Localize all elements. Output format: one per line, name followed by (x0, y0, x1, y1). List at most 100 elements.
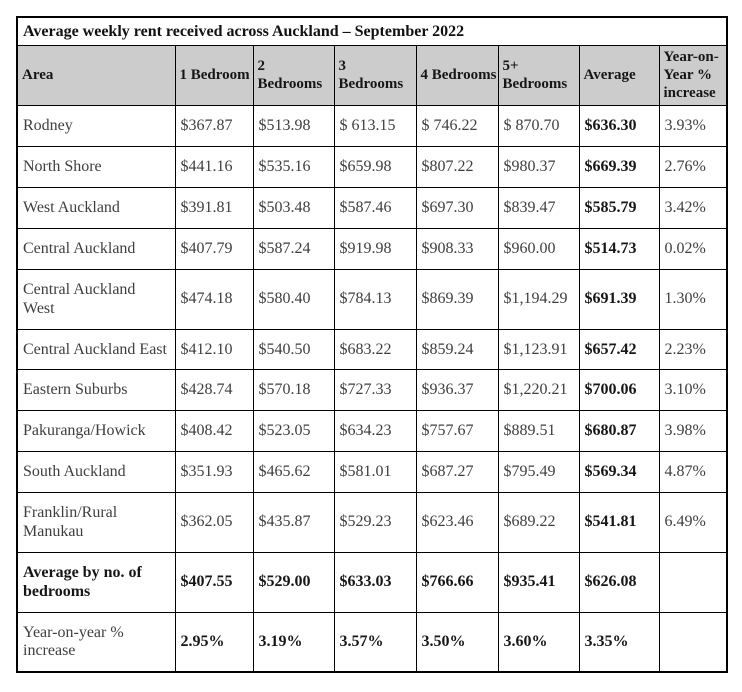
rent-2-bedrooms-cell: $435.87 (252, 492, 335, 553)
yoy-increase-cell: 3.42% (658, 187, 728, 229)
rent-3-bedrooms-cell: $ 613.15 (333, 105, 417, 148)
rent-5plus-bedrooms-cell: $935.41 (497, 551, 580, 613)
rent-3-bedrooms-cell: $784.13 (333, 268, 417, 330)
rent-2-bedrooms-cell: $465.62 (252, 451, 335, 493)
average-cell: $700.06 (578, 369, 660, 412)
yoy-increase-cell: 0.02% (658, 227, 728, 270)
area-cell: Franklin/Rural Manukau (16, 492, 176, 553)
average-cell: $569.34 (578, 451, 660, 493)
rent-2-bedrooms-cell: $535.16 (252, 146, 335, 188)
rent-2-bedrooms-cell: $540.50 (252, 328, 335, 371)
column-header-4-bedrooms: 4 Bedrooms (415, 45, 499, 107)
rent-3-bedrooms-cell: $587.46 (333, 187, 417, 229)
area-cell: North Shore (16, 146, 176, 188)
average-cell: $541.81 (578, 492, 660, 553)
area-cell: Pakuranga/Howick (16, 410, 176, 453)
table-row: Central Auckland $407.79 $587.24 $919.98… (16, 227, 728, 270)
rent-4-bedrooms-cell: $807.22 (415, 146, 499, 188)
rent-2-bedrooms-cell: $570.18 (252, 369, 335, 412)
column-header-1-bedroom: 1 Bedroom (174, 45, 254, 107)
rent-5plus-bedrooms-cell: $960.00 (497, 227, 580, 270)
rent-3-bedrooms-cell: $634.23 (333, 410, 417, 453)
column-header-5plus-bedrooms: 5+ Bedrooms (497, 45, 580, 107)
rent-3-bedrooms-cell: $581.01 (333, 451, 417, 493)
average-cell: $669.39 (578, 146, 660, 188)
rent-5plus-bedrooms-cell: $1,220.21 (497, 369, 580, 412)
table-row: West Auckland $391.81 $503.48 $587.46 $6… (16, 187, 728, 229)
table-title: Average weekly rent received across Auck… (16, 16, 728, 47)
yoy-increase-cell: 3.98% (658, 410, 728, 453)
yoy-increase-cell: 3.93% (658, 105, 728, 148)
rent-2-bedrooms-cell: $503.48 (252, 187, 335, 229)
average-cell: $585.79 (578, 187, 660, 229)
table-row: Eastern Suburbs $428.74 $570.18 $727.33 … (16, 369, 728, 412)
rent-2-bedrooms-cell: $580.40 (252, 268, 335, 330)
rent-1-bedroom-cell: $362.05 (174, 492, 254, 553)
rent-table: Average weekly rent received across Auck… (16, 16, 728, 674)
table-row: Pakuranga/Howick $408.42 $523.05 $634.23… (16, 410, 728, 453)
rent-5plus-bedrooms-cell: $689.22 (497, 492, 580, 553)
rent-1-bedroom-cell: $407.55 (174, 551, 254, 613)
rent-1-bedroom-cell: $474.18 (174, 268, 254, 330)
rent-1-bedroom-cell: $408.42 (174, 410, 254, 453)
area-cell: Eastern Suburbs (16, 369, 176, 412)
rent-1-bedroom-cell: $407.79 (174, 227, 254, 270)
table-row: Rodney $367.87 $513.98 $ 613.15 $ 746.22… (16, 105, 728, 148)
rent-4-bedrooms-cell: $859.24 (415, 328, 499, 371)
rent-4-bedrooms-cell: $869.39 (415, 268, 499, 330)
rent-3-bedrooms-cell: $633.03 (333, 551, 417, 613)
rent-1-bedroom-cell: $412.10 (174, 328, 254, 371)
yoy-increase-cell: 2.76% (658, 146, 728, 188)
table-row: Central Auckland West $474.18 $580.40 $7… (16, 268, 728, 330)
rent-5plus-bedrooms-cell: $889.51 (497, 410, 580, 453)
rent-5plus-bedrooms-cell: $795.49 (497, 451, 580, 493)
rent-1-bedroom-cell: $367.87 (174, 105, 254, 148)
yoy-increase-cell: 1.30% (658, 268, 728, 330)
table-row: Franklin/Rural Manukau $362.05 $435.87 $… (16, 492, 728, 553)
table-row: Year-on-year % increase 2.95% 3.19% 3.57… (16, 611, 728, 673)
area-cell: Year-on-year % increase (16, 611, 176, 673)
rent-3-bedrooms-cell: $727.33 (333, 369, 417, 412)
rent-5plus-bedrooms-cell: $980.37 (497, 146, 580, 188)
yoy-increase-cell: 3.10% (658, 369, 728, 412)
rent-3-bedrooms-cell: $529.23 (333, 492, 417, 553)
area-cell: Central Auckland (16, 227, 176, 270)
rent-2-bedrooms-cell: $529.00 (252, 551, 335, 613)
average-cell: $514.73 (578, 227, 660, 270)
rent-2-bedrooms-cell: $523.05 (252, 410, 335, 453)
rent-3-bedrooms-cell: 3.57% (333, 611, 417, 673)
rent-5plus-bedrooms-cell: $ 870.70 (497, 105, 580, 148)
rent-2-bedrooms-cell: 3.19% (252, 611, 335, 673)
average-cell: $636.30 (578, 105, 660, 148)
rent-4-bedrooms-cell: 3.50% (415, 611, 499, 673)
column-header-average: Average (578, 45, 660, 107)
rent-1-bedroom-cell: $428.74 (174, 369, 254, 412)
rent-5plus-bedrooms-cell: $839.47 (497, 187, 580, 229)
rent-4-bedrooms-cell: $687.27 (415, 451, 499, 493)
table-row: Central Auckland East $412.10 $540.50 $6… (16, 328, 728, 371)
rent-4-bedrooms-cell: $623.46 (415, 492, 499, 553)
rent-2-bedrooms-cell: $513.98 (252, 105, 335, 148)
table-row: Average by no. of bedrooms $407.55 $529.… (16, 551, 728, 613)
average-cell: $691.39 (578, 268, 660, 330)
rent-4-bedrooms-cell: $757.67 (415, 410, 499, 453)
rent-4-bedrooms-cell: $697.30 (415, 187, 499, 229)
yoy-increase-cell: 2.23% (658, 328, 728, 371)
table-header-row: Area 1 Bedroom 2 Bedrooms 3 Bedrooms 4 B… (16, 45, 728, 107)
yoy-increase-cell: 6.49% (658, 492, 728, 553)
table-body: Rodney $367.87 $513.98 $ 613.15 $ 746.22… (16, 105, 728, 673)
rent-3-bedrooms-cell: $683.22 (333, 328, 417, 371)
column-header-yoy-increase: Year-on- Year % increase (658, 45, 728, 107)
area-cell: Rodney (16, 105, 176, 148)
average-cell: $657.42 (578, 328, 660, 371)
rent-1-bedroom-cell: $391.81 (174, 187, 254, 229)
rent-3-bedrooms-cell: $919.98 (333, 227, 417, 270)
area-cell: Average by no. of bedrooms (16, 551, 176, 613)
column-header-3-bedrooms: 3 Bedrooms (333, 45, 417, 107)
table-row: South Auckland $351.93 $465.62 $581.01 $… (16, 451, 728, 493)
rent-4-bedrooms-cell: $908.33 (415, 227, 499, 270)
table-title-row: Average weekly rent received across Auck… (16, 16, 728, 47)
area-cell: Central Auckland East (16, 328, 176, 371)
rent-2-bedrooms-cell: $587.24 (252, 227, 335, 270)
